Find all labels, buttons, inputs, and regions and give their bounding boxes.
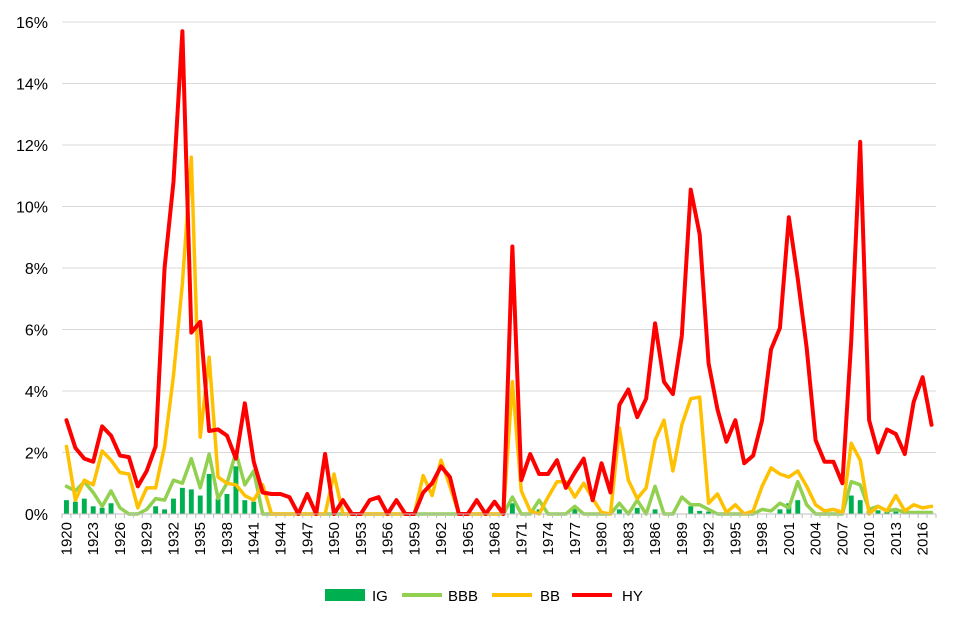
ig-bar — [884, 511, 890, 514]
x-tick-label: 1956 — [380, 522, 397, 555]
x-tick-label: 1938 — [219, 522, 236, 555]
y-tick-label: 10% — [16, 200, 48, 217]
x-tick-label: 2007 — [834, 522, 851, 555]
y-tick-label: 8% — [25, 261, 48, 278]
legend-label-bb: BB — [540, 588, 560, 605]
ig-bar — [634, 507, 640, 514]
x-tick-label: 1983 — [620, 522, 637, 555]
ig-bar — [848, 495, 854, 514]
x-tick-label: 1980 — [594, 522, 611, 555]
x-tick-label: 1992 — [701, 522, 718, 555]
ig-bar — [81, 498, 87, 514]
x-tick-label: 2016 — [915, 522, 932, 555]
ig-bar — [795, 500, 801, 514]
x-tick-label: 2010 — [861, 522, 878, 555]
ig-bar — [72, 501, 78, 514]
x-tick-label: 1935 — [192, 522, 209, 555]
ig-bar — [706, 511, 712, 514]
y-tick-label: 14% — [16, 77, 48, 94]
x-tick-label: 1920 — [58, 522, 75, 555]
y-tick-label: 0% — [25, 507, 48, 524]
legend-swatch-ig — [325, 589, 365, 601]
x-tick-label: 1950 — [326, 522, 343, 555]
x-tick-label: 2001 — [781, 522, 798, 555]
ig-bar — [90, 506, 96, 514]
ig-bar — [224, 494, 230, 514]
series-line-bb — [64, 155, 934, 516]
x-tick-label: 1932 — [165, 522, 182, 555]
y-tick-label: 12% — [16, 138, 48, 155]
ig-bar — [251, 501, 257, 514]
series-lines — [64, 29, 934, 516]
ig-bar — [697, 510, 703, 514]
ig-bar — [64, 500, 69, 514]
y-axis-tick-labels: 0% 2% 4% 6% 8% 10% 12% 14% 16% — [16, 15, 48, 524]
ig-bar — [572, 507, 578, 514]
ig-bar — [188, 489, 194, 514]
ig-bar — [857, 500, 863, 514]
x-tick-label: 1944 — [273, 522, 290, 555]
x-tick-label: 1965 — [460, 522, 477, 555]
ig-bar — [688, 506, 694, 514]
x-tick-label: 1959 — [406, 522, 423, 555]
ig-bar — [616, 509, 622, 514]
ig-bar — [777, 509, 783, 514]
ig-bar — [652, 509, 658, 514]
ig-bar — [179, 487, 185, 514]
x-tick-label: 1989 — [674, 522, 691, 555]
x-tick-label: 1971 — [513, 522, 530, 555]
ig-bar — [893, 511, 899, 514]
ig-bar — [197, 495, 203, 514]
x-tick-label: 1941 — [246, 522, 263, 555]
legend-label-bbb: BBB — [448, 588, 478, 605]
legend: IG BBB BB HY — [325, 588, 643, 605]
ig-bar — [875, 510, 881, 514]
x-tick-label: 1998 — [754, 522, 771, 555]
x-tick-label: 1962 — [433, 522, 450, 555]
ig-bar — [206, 474, 212, 514]
y-tick-label: 6% — [25, 323, 48, 340]
x-axis: 1920 1923 1926 1929 1932 1935 1938 1941 1944 1947… — [58, 513, 937, 555]
y-tick-label: 16% — [16, 15, 48, 32]
ig-bar — [242, 500, 248, 514]
ig-bar — [233, 466, 239, 514]
x-tick-label: 1953 — [353, 522, 370, 555]
ig-bar — [153, 506, 159, 514]
x-tick-label: 1929 — [139, 522, 156, 555]
ig-bar — [162, 509, 168, 514]
x-tick-label: 2004 — [808, 522, 825, 555]
series-line-hy — [64, 29, 934, 516]
y-tick-label: 4% — [25, 384, 48, 401]
x-tick-label: 1995 — [727, 522, 744, 555]
x-tick-label: 1947 — [299, 522, 316, 555]
ig-bar — [108, 503, 114, 514]
x-tick-label: 1977 — [567, 522, 584, 555]
y-tick-label: 2% — [25, 446, 48, 463]
x-tick-label: 1923 — [85, 522, 102, 555]
x-tick-label: 1986 — [647, 522, 664, 555]
ig-bar — [99, 507, 105, 514]
x-tick-label: 1968 — [487, 522, 504, 555]
legend-label-ig: IG — [372, 588, 388, 605]
x-tick-label: 2013 — [888, 522, 905, 555]
legend-label-hy: HY — [622, 588, 643, 605]
ig-bar — [171, 498, 176, 514]
x-tick-label: 1926 — [112, 522, 129, 555]
x-tick-label: 1974 — [540, 522, 557, 555]
ig-bar — [215, 498, 221, 514]
ig-bar — [509, 503, 515, 514]
